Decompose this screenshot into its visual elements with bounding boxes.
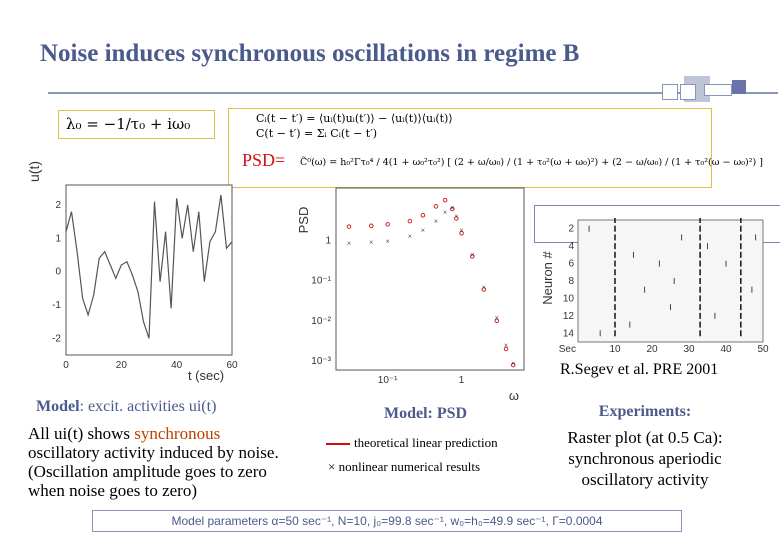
experiments-description: Raster plot (at 0.5 Ca): synchronous ape… (567, 428, 723, 489)
ut-x-tick-label: 40 (171, 360, 183, 371)
psd-linear-point (481, 287, 487, 292)
raster-chart-x-label: Sec (559, 344, 576, 355)
psd-y-tick-label: 10⁻¹ (311, 276, 331, 287)
psd-nonlinear-point: × (369, 238, 374, 247)
title-divider (48, 92, 778, 94)
psd-formula: C̃⁰(ω) = h₀²Γτ₀⁴ / 4(1 + ω₀²τ₀²) [ (2 + … (300, 157, 763, 168)
raster-y-tick-label: 10 (563, 293, 575, 304)
raster-x-tick-label: 40 (720, 344, 732, 355)
psd-linear-point (385, 222, 390, 227)
desc-pre: All ui(t) shows (28, 424, 135, 443)
raster-chart-y-label: Neuron # (540, 250, 555, 304)
raster-y-tick-label: 8 (568, 276, 574, 287)
psd-chart-x-label: ω (509, 388, 519, 403)
psd-y-tick-label: 1 (325, 235, 331, 246)
correlation-formula-1: Cᵢ(t − t′) = ⟨uᵢ(t)uᵢ(t′)⟩ − ⟨uᵢ(t)⟩⟨uᵢ(… (256, 112, 453, 125)
raster-chart-frame (577, 219, 764, 343)
psd-linear-point (442, 197, 448, 203)
raster-y-tick-label: 12 (563, 311, 575, 322)
desc-post: oscillatory activity induced by noise. (… (28, 443, 279, 500)
raster-y-tick-label: 14 (563, 328, 575, 339)
decor-square-5 (732, 80, 746, 94)
psd-formula-box (228, 108, 712, 188)
decor-square-4 (704, 84, 732, 96)
legend-linear: theoretical linear prediction (326, 435, 498, 451)
psd-label: PSD= (242, 150, 286, 170)
ut-chart: 0 20 40 60 -2 -1 0 1 2 t (sec) (52, 184, 238, 383)
psd-y-tick-label: 10⁻² (311, 316, 331, 327)
decor-square-1 (662, 84, 678, 100)
psd-nonlinear-point: × (421, 226, 426, 235)
page-title: Noise induces synchronous oscillations i… (40, 40, 580, 67)
desc-highlight: synchronous (134, 424, 221, 443)
raster-x-tick-label: 10 (609, 344, 621, 355)
psd-linear-point (454, 216, 459, 221)
raster-chart: Neuron # Sec 10 20 30 40 50 2 4 6 8 10 12 14 (540, 218, 769, 355)
correlation-formula-2: C(t − t′) = Σᵢ Cᵢ(t − t′) (256, 127, 378, 140)
decor-square-3 (680, 84, 696, 100)
ut-y-tick-label: -2 (52, 333, 61, 344)
psd-linear-point (510, 362, 516, 368)
legend-linear-label: theoretical linear prediction (354, 435, 498, 450)
psd-nonlinear-point: × (347, 239, 352, 248)
ut-x-tick-label: 0 (63, 360, 69, 371)
psd-y-tick-label: 10⁻³ (311, 356, 331, 367)
ut-y-tick-label: -1 (52, 300, 61, 311)
psd-nonlinear-point: × (459, 226, 464, 235)
raster-y-tick-label: 6 (568, 259, 574, 270)
model-bold: Model (36, 398, 80, 415)
psd-nonlinear-point: × (482, 283, 487, 292)
psd-x-tick-label: 10⁻¹ (378, 375, 398, 386)
ut-x-tick-label: 20 (116, 360, 128, 371)
legend-line-swatch (326, 443, 350, 446)
ut-y-tick-label: 2 (55, 200, 61, 211)
ut-y-tick-label: 1 (55, 233, 61, 244)
psd-linear-point (459, 231, 464, 236)
reference-citation: R.Segev et al. PRE 2001 (560, 361, 719, 378)
psd-nonlinear-point: × (470, 250, 475, 259)
psd-nonlinear-point: × (495, 314, 500, 323)
psd-linear-point (503, 346, 509, 352)
psd-nonlinear-point: × (434, 217, 439, 226)
psd-linear-point (450, 206, 455, 212)
psd-linear-point (433, 204, 439, 209)
ut-chart-x-label: t (sec) (188, 368, 224, 383)
raster-x-tick-label: 50 (757, 344, 769, 355)
psd-linear-point (470, 254, 475, 259)
ut-x-tick-label: 60 (226, 360, 238, 371)
psd-nonlinear-point: × (450, 204, 455, 213)
psd-nonlinear-point: × (454, 212, 459, 221)
ut-y-tick-label: 0 (55, 267, 61, 278)
psd-linear-point (494, 318, 500, 324)
psd-nonlinear-point: × (511, 359, 516, 368)
raster-x-tick-label: 30 (683, 344, 695, 355)
psd-nonlinear-point: × (443, 208, 448, 217)
eigenvalue-formula: λ₀ = −1/τ₀ + iω₀ (66, 115, 191, 133)
model-parameters: Model parameters α=50 sec⁻¹, N=10, j₀=99… (92, 510, 682, 532)
psd-linear-point (407, 218, 413, 224)
experiments-heading: Experiments: (598, 403, 692, 420)
model-description-text: All ui(t) shows synchronous oscillatory … (28, 424, 290, 500)
eigenvalue-box (58, 110, 215, 139)
psd-x-tick-label: 1 (459, 375, 465, 386)
psd-nonlinear-point: × (385, 237, 390, 246)
raster-y-tick-label: 2 (568, 224, 574, 235)
ut-chart-y-label: u(t) (26, 161, 42, 182)
model-description-heading: Model: excit. activities ui(t) (36, 398, 216, 416)
psd-chart-frame (335, 187, 525, 371)
legend-nonlinear: × nonlinear numerical results (328, 459, 481, 474)
psd-model-heading: Model: PSD (384, 405, 468, 422)
psd-linear-point (346, 224, 352, 229)
psd-linear-point (369, 223, 374, 229)
model-rest: : excit. activities ui(t) (79, 398, 217, 415)
raster-y-tick-label: 4 (568, 241, 574, 252)
ut-series-line (65, 194, 233, 339)
raster-x-tick-label: 20 (646, 344, 658, 355)
psd-chart-y-label: PSD (296, 207, 311, 234)
psd-nonlinear-point: × (504, 341, 509, 350)
psd-nonlinear-point: × (408, 232, 413, 241)
psd-linear-point (420, 213, 426, 218)
